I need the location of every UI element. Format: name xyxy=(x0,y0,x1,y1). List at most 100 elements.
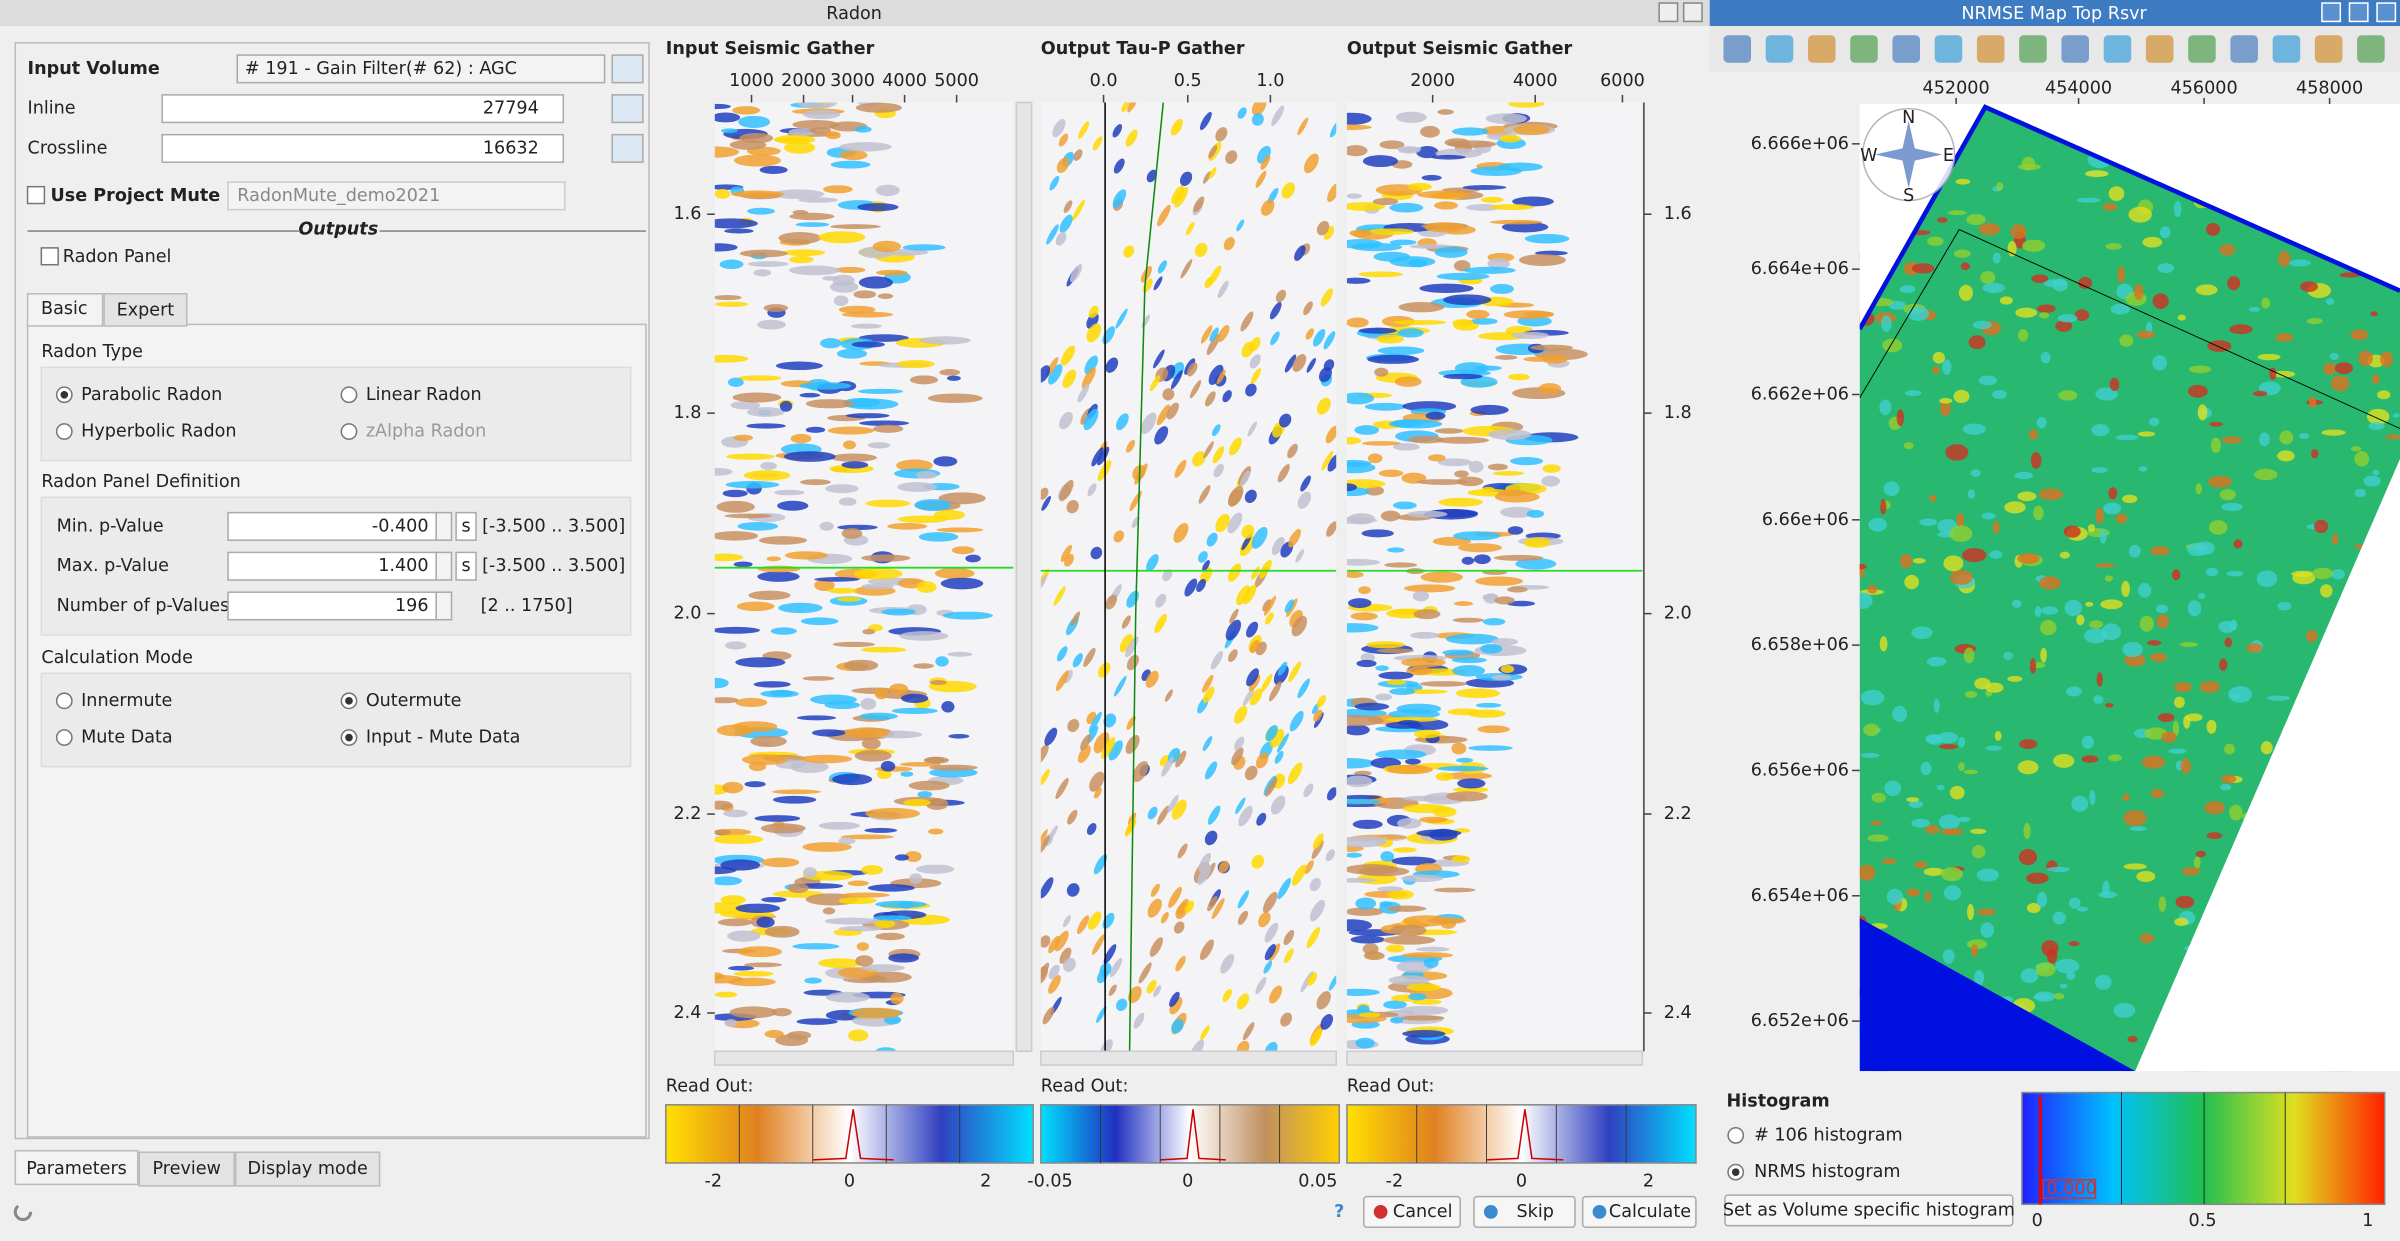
wavelet xyxy=(716,500,755,513)
wavelet xyxy=(1500,506,1536,518)
label[interactable]: Skip xyxy=(1517,1202,1554,1222)
icon-button[interactable] xyxy=(611,54,644,84)
wavelet xyxy=(1355,1037,1375,1049)
wavelet xyxy=(1218,860,1230,873)
wavelet xyxy=(1398,301,1445,313)
tab[interactable] xyxy=(26,293,104,327)
map-blob xyxy=(2256,570,2278,588)
wavelet xyxy=(1086,323,1102,343)
radio-button[interactable] xyxy=(55,423,73,440)
h-scrollbar[interactable] xyxy=(1040,1050,1337,1066)
wavelet xyxy=(1260,155,1271,170)
wavelet xyxy=(784,551,829,560)
spin-arrows[interactable] xyxy=(435,511,453,541)
button[interactable] xyxy=(1473,1195,1576,1228)
wavelet xyxy=(1291,864,1307,886)
radio-button[interactable] xyxy=(55,692,73,710)
wavelet xyxy=(1416,479,1468,485)
tool-button[interactable] xyxy=(1934,35,1963,63)
wavelet xyxy=(1115,413,1129,431)
wavelet xyxy=(1346,715,1384,726)
wavelet xyxy=(1402,401,1457,412)
h-scrollbar[interactable] xyxy=(714,1050,1015,1066)
wavelet xyxy=(840,892,890,898)
map-blob xyxy=(2017,760,2039,775)
tab[interactable] xyxy=(234,1151,381,1187)
volume-select[interactable] xyxy=(236,54,606,84)
tool-button[interactable] xyxy=(1765,35,1794,63)
wavelet xyxy=(1413,729,1441,739)
tool-button[interactable] xyxy=(1807,35,1836,63)
button[interactable] xyxy=(1363,1195,1461,1228)
map-blob xyxy=(2113,1002,2136,1018)
wavelet xyxy=(717,918,753,927)
label[interactable]: Set as Volume specific histogram xyxy=(1723,1200,2015,1220)
map-blob xyxy=(1899,285,1916,294)
wavelet xyxy=(875,184,900,197)
tool-button[interactable] xyxy=(2145,35,2174,63)
wavelet xyxy=(889,683,909,695)
window-button[interactable] xyxy=(2321,2,2342,23)
tool-button[interactable] xyxy=(2188,35,2216,63)
v-scrollbar[interactable] xyxy=(1015,101,1033,1053)
spin-box[interactable] xyxy=(227,511,437,541)
wavelet xyxy=(1283,948,1294,964)
wavelet xyxy=(714,876,742,886)
radio-button[interactable] xyxy=(340,386,358,404)
map-blob xyxy=(2108,186,2125,202)
spin-box[interactable] xyxy=(161,133,565,163)
window-button[interactable] xyxy=(2348,2,2369,23)
tool-button[interactable] xyxy=(2061,35,2089,63)
tool-button[interactable] xyxy=(2357,35,2385,63)
tool-button[interactable] xyxy=(2272,35,2301,63)
window-button[interactable] xyxy=(1658,2,1679,23)
spin-arrows[interactable] xyxy=(435,591,453,621)
tool-button[interactable] xyxy=(1976,35,2005,63)
map-blob xyxy=(2115,513,2128,524)
h-scrollbar[interactable] xyxy=(1346,1050,1644,1066)
label[interactable]: Cancel xyxy=(1393,1202,1453,1222)
wavelet xyxy=(1048,935,1060,954)
tool-button[interactable] xyxy=(1892,35,1920,63)
icon-button[interactable] xyxy=(611,94,644,124)
wavelet xyxy=(1383,1000,1407,1010)
tool-button[interactable] xyxy=(2103,35,2132,63)
tab[interactable] xyxy=(14,1149,139,1186)
wavelet xyxy=(1048,975,1061,994)
tool-button[interactable] xyxy=(2230,35,2258,63)
label: [2 .. 1750] xyxy=(481,596,573,616)
spin-box[interactable] xyxy=(161,94,565,124)
wavelet xyxy=(1372,198,1399,206)
spin-arrows[interactable] xyxy=(435,551,453,581)
label[interactable]: Calculate xyxy=(1609,1202,1691,1222)
icon-button[interactable] xyxy=(611,133,644,163)
radio-button[interactable] xyxy=(55,729,73,746)
wavelet xyxy=(748,590,791,601)
tab[interactable] xyxy=(103,293,188,327)
checkbox[interactable] xyxy=(40,247,59,266)
window-button[interactable] xyxy=(1682,2,1703,23)
wavelet xyxy=(1058,133,1069,147)
map-blob xyxy=(1884,780,1902,797)
checkbox[interactable] xyxy=(26,185,46,205)
radio-button[interactable] xyxy=(1727,1126,1745,1144)
help-icon[interactable]: ? xyxy=(1334,1202,1344,1222)
tool-button[interactable] xyxy=(1723,35,1752,63)
radio-button[interactable] xyxy=(340,423,358,440)
button[interactable] xyxy=(1724,1194,2014,1227)
tool-button[interactable] xyxy=(2019,35,2047,63)
window-button[interactable] xyxy=(2376,2,2397,23)
wavelet xyxy=(770,627,797,635)
map-blob xyxy=(2040,647,2047,663)
tool-button[interactable] xyxy=(1850,35,1878,63)
mute-select[interactable] xyxy=(227,181,566,211)
tab[interactable] xyxy=(138,1151,235,1187)
button[interactable] xyxy=(1581,1195,1697,1228)
map-blob xyxy=(2057,313,2078,323)
wavelet xyxy=(836,348,868,359)
label: Calculation Mode xyxy=(41,648,193,668)
wavelet xyxy=(783,451,836,462)
wavelet xyxy=(1250,368,1262,385)
tool-button[interactable] xyxy=(2314,35,2343,63)
wavelet xyxy=(861,864,884,875)
